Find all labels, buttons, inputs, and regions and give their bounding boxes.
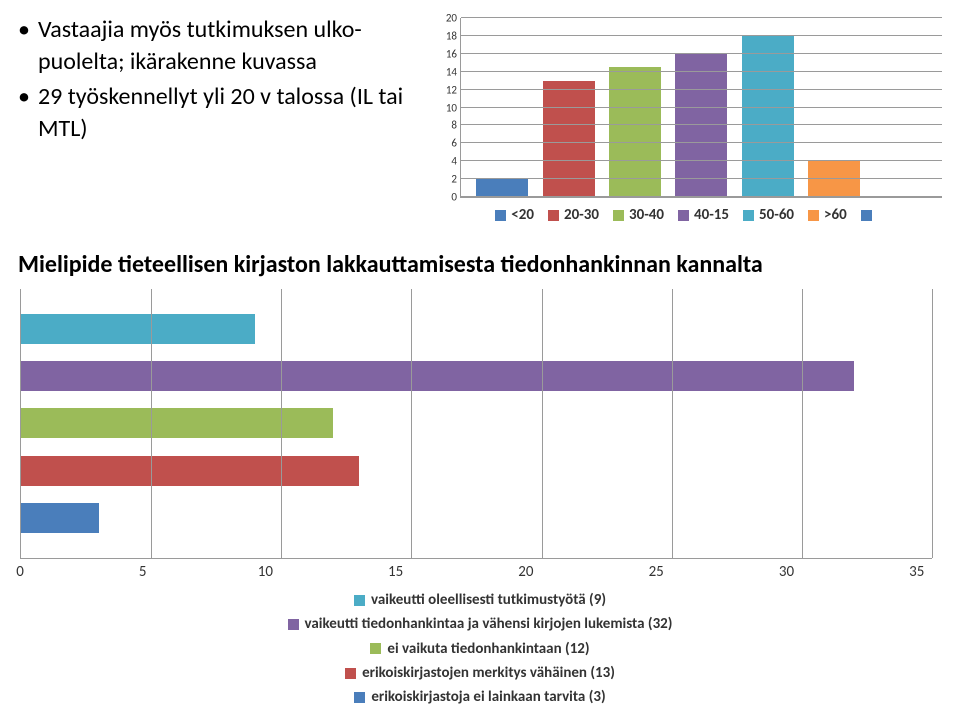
legend-label: 30-40: [629, 206, 664, 224]
legend-item: 20-30: [548, 206, 599, 224]
legend-item: >60: [808, 206, 847, 224]
legend-item: 30-40: [613, 206, 664, 224]
bullet-item: 29 työskennellyt yli 20 v talossa (IL ta…: [18, 81, 430, 146]
legend-item: vaikeutti tiedonhankintaa ja vähensi kir…: [288, 613, 673, 636]
y-axis-tick: 18: [446, 29, 461, 42]
bullet-list: Vastaajia myös tutkimuksen ulko-puolelta…: [18, 14, 430, 148]
legend-label: vaikeutti tiedonhankintaa ja vähensi kir…: [305, 613, 673, 636]
legend-item: [861, 206, 877, 224]
legend-label: 20-30: [564, 206, 599, 224]
legend-item: erikoiskirjastojen merkitys vähäinen (13…: [345, 662, 615, 685]
opinion-chart-legend: vaikeutti oleellisesti tutkimustyötä (9)…: [18, 589, 942, 710]
opinion-chart-xaxis: 05101520253035: [20, 563, 932, 581]
opinion-bar: [21, 361, 854, 391]
opinion-bar: [21, 408, 333, 438]
y-axis-tick: 2: [451, 173, 461, 186]
y-axis-tick: 4: [451, 155, 461, 168]
x-axis-tick: 25: [649, 563, 664, 581]
legend-swatch: [370, 643, 381, 654]
legend-item: ei vaikuta tiedonhankintaan (12): [370, 638, 589, 661]
age-bar: [543, 81, 595, 197]
bullet-item: Vastaajia myös tutkimuksen ulko-puolelta…: [18, 14, 430, 79]
legend-label: vaikeutti oleellisesti tutkimustyötä (9): [371, 589, 606, 612]
legend-item: erikoiskirjastoja ei lainkaan tarvita (3…: [354, 686, 605, 709]
y-axis-tick: 20: [446, 12, 461, 25]
x-axis-tick: 5: [139, 563, 147, 581]
age-bar: [476, 179, 528, 197]
legend-label: 40-15: [694, 206, 729, 224]
legend-item: 50-60: [743, 206, 794, 224]
y-axis-tick: 12: [446, 83, 461, 96]
opinion-bar-chart: [20, 289, 932, 559]
legend-swatch: [495, 210, 506, 221]
legend-item: <20: [495, 206, 534, 224]
x-axis-tick: 0: [16, 563, 24, 581]
age-bar: [742, 36, 794, 197]
age-chart-legend: <20 20-30 30-40 40-15 50-60 >60: [430, 206, 942, 224]
legend-label: erikoiskirjastoja ei lainkaan tarvita (3…: [371, 686, 605, 709]
opinion-bar: [21, 314, 255, 344]
legend-label: >60: [824, 206, 847, 224]
age-bar-chart: 0 2 4 6 8 10 12 14 16 18 20 <20 20-30 30-40 40-15 50-6…: [430, 14, 942, 224]
legend-item: 40-15: [678, 206, 729, 224]
legend-swatch: [345, 668, 356, 679]
y-axis-tick: 6: [451, 137, 461, 150]
x-axis-tick: 10: [258, 563, 273, 581]
opinion-bar: [21, 503, 99, 533]
legend-swatch: [354, 595, 365, 606]
y-axis-tick: 8: [451, 119, 461, 132]
legend-swatch: [808, 210, 819, 221]
legend-swatch: [861, 210, 872, 221]
y-axis-tick: 10: [446, 101, 461, 114]
legend-swatch: [288, 619, 299, 630]
y-axis-tick: 16: [446, 47, 461, 60]
x-axis-tick: 20: [518, 563, 533, 581]
y-axis-tick: 0: [451, 191, 461, 204]
legend-swatch: [548, 210, 559, 221]
x-axis-tick: 35: [909, 563, 924, 581]
x-axis-tick: 15: [388, 563, 403, 581]
legend-swatch: [613, 210, 624, 221]
section-title: Mielipide tieteellisen kirjaston lakkaut…: [18, 250, 942, 279]
legend-label: erikoiskirjastojen merkitys vähäinen (13…: [362, 662, 615, 685]
legend-swatch: [678, 210, 689, 221]
age-bar: [675, 54, 727, 197]
legend-swatch: [354, 692, 365, 703]
legend-label: <20: [511, 206, 534, 224]
y-axis-tick: 14: [446, 65, 461, 78]
x-axis-tick: 30: [779, 563, 794, 581]
legend-label: ei vaikuta tiedonhankintaan (12): [387, 638, 589, 661]
legend-label: 50-60: [759, 206, 794, 224]
opinion-bar: [21, 456, 359, 486]
legend-item: vaikeutti oleellisesti tutkimustyötä (9): [354, 589, 606, 612]
legend-swatch: [743, 210, 754, 221]
